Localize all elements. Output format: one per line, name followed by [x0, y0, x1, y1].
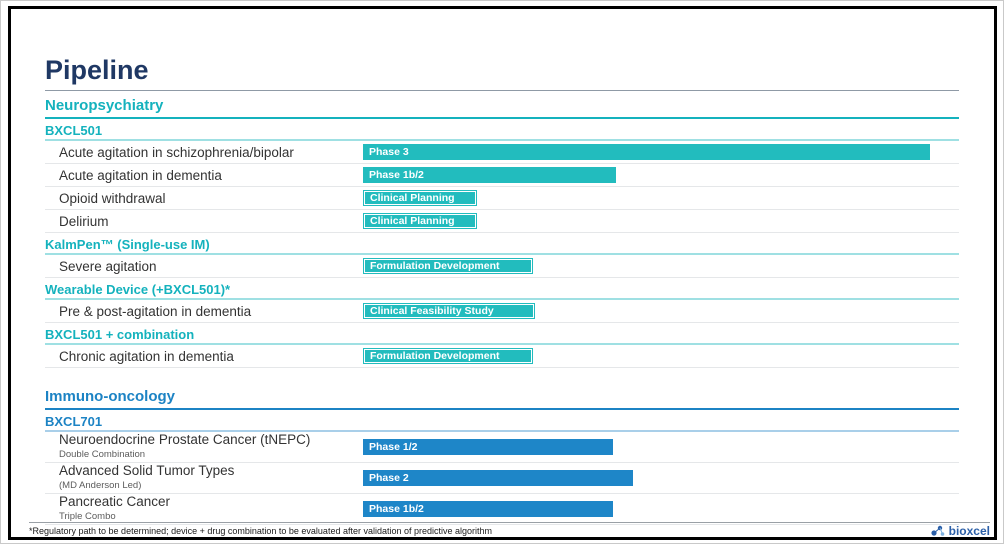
pipeline-row-schizophrenia: Acute agitation in schizophrenia/bipolar…: [45, 141, 959, 164]
section-underline-neuropsychiatry: [45, 117, 959, 119]
indication-label: Pancreatic Cancer Triple Combo: [45, 494, 363, 524]
indication-label: Acute agitation in schizophrenia/bipolar: [59, 144, 294, 160]
section-title-neuropsychiatry: Neuropsychiatry: [45, 97, 164, 114]
group-underline-kalmpen: [45, 253, 959, 255]
indication-label: Severe agitation: [59, 258, 157, 274]
page-title: Pipeline: [45, 55, 149, 85]
indication-main-label: Pancreatic Cancer: [59, 494, 171, 509]
phase-bar: Phase 2: [363, 470, 633, 486]
phase-label: Phase 3: [369, 146, 409, 158]
pipeline-row-advanced-solid-tumors: Advanced Solid Tumor Types (MD Anderson …: [45, 463, 959, 494]
indication-label: Pre & post-agitation in dementia: [59, 303, 252, 319]
group-title-bxcl501-combination: BXCL501 + combination: [45, 327, 195, 342]
indication-main-label: Advanced Solid Tumor Types: [59, 463, 235, 478]
pipeline-row-pancreatic-cancer: Pancreatic Cancer Triple Combo Phase 1b/…: [45, 494, 959, 525]
phase-label: Clinical Planning: [370, 215, 455, 227]
group-title-bxcl501: BXCL501: [45, 123, 103, 138]
pipeline-row-severe-agitation: Severe agitation Formulation Development: [45, 255, 959, 278]
indication-sub-label: Triple Combo: [59, 511, 116, 522]
indication-label: Delirium: [59, 213, 109, 229]
indication-label: Acute agitation in dementia: [59, 167, 222, 183]
group-underline-bxcl701: [45, 430, 959, 432]
phase-label: Phase 1b/2: [369, 503, 424, 515]
pipeline-row-chronic-agitation: Chronic agitation in dementia Formulatio…: [45, 345, 959, 368]
pipeline-row-dementia-agitation: Acute agitation in dementia Phase 1b/2: [45, 164, 959, 187]
phase-bar: Formulation Development: [363, 348, 533, 364]
phase-label: Clinical Planning: [370, 192, 455, 204]
phase-label: Phase 1b/2: [369, 169, 424, 181]
pipeline-row-pre-post-agitation: Pre & post-agitation in dementia Clinica…: [45, 300, 959, 323]
phase-bar: Formulation Development: [363, 258, 533, 274]
pipeline-row-delirium: Delirium Clinical Planning: [45, 210, 959, 233]
group-title-wearable-device: Wearable Device (+BXCL501)*: [45, 282, 231, 297]
section-title-immuno-oncology: Immuno-oncology: [45, 388, 175, 405]
phase-label: Phase 1/2: [369, 441, 418, 453]
bioxcel-logo-text: bioxcel: [948, 523, 990, 538]
indication-sub-label: Double Combination: [59, 449, 146, 460]
pipeline-row-opioid-withdrawal: Opioid withdrawal Clinical Planning: [45, 187, 959, 210]
slide-footer: *Regulatory path to be determined; devic…: [29, 522, 990, 537]
indication-label: Chronic agitation in dementia: [59, 348, 234, 364]
phase-label: Formulation Development: [370, 260, 500, 272]
phase-bar: Phase 1/2: [363, 439, 613, 455]
phase-label: Clinical Feasibility Study: [370, 305, 494, 317]
bioxcel-logo-icon: [931, 525, 944, 536]
phase-bar: Clinical Planning: [363, 213, 477, 229]
indication-label: Advanced Solid Tumor Types (MD Anderson …: [45, 463, 363, 493]
phase-bar: Clinical Feasibility Study: [363, 303, 535, 319]
group-title-bxcl701: BXCL701: [45, 414, 103, 429]
group-underline-bxcl501: [45, 139, 959, 141]
pipeline-row-tnepc: Neuroendocrine Prostate Cancer (tNEPC) D…: [45, 432, 959, 463]
indication-label: Opioid withdrawal: [59, 190, 166, 206]
title-divider: [45, 90, 959, 91]
indication-sub-label: (MD Anderson Led): [59, 480, 142, 491]
section-underline-immuno-oncology: [45, 408, 959, 410]
phase-label: Formulation Development: [370, 350, 500, 362]
footnote: *Regulatory path to be determined; devic…: [29, 525, 493, 536]
phase-bar: Phase 3: [363, 144, 930, 160]
group-underline-wearable-device: [45, 298, 959, 300]
phase-bar: Clinical Planning: [363, 190, 477, 206]
indication-label: Neuroendocrine Prostate Cancer (tNEPC) D…: [45, 432, 363, 462]
slide-frame: Pipeline Neuropsychiatry BXCL501 Acute a…: [8, 6, 997, 540]
section-gap: [45, 368, 959, 382]
phase-bar: Phase 1b/2: [363, 167, 616, 183]
group-underline-bxcl501-combination: [45, 343, 959, 345]
group-title-kalmpen: KalmPen™ (Single-use IM): [45, 237, 210, 252]
indication-main-label: Neuroendocrine Prostate Cancer (tNEPC): [59, 432, 311, 447]
slide-content: Pipeline Neuropsychiatry BXCL501 Acute a…: [45, 9, 959, 525]
bioxcel-logo: bioxcel: [930, 523, 990, 538]
phase-label: Phase 2: [369, 472, 409, 484]
phase-bar: Phase 1b/2: [363, 501, 613, 517]
